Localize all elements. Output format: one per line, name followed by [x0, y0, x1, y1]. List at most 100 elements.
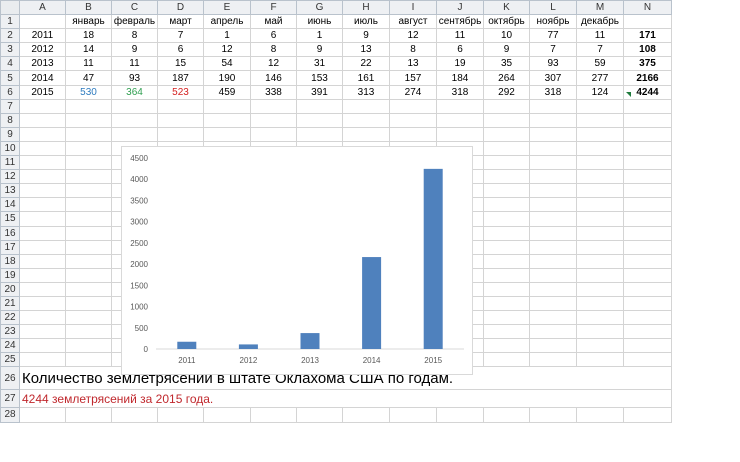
value-cell[interactable]: 7	[157, 28, 204, 44]
value-cell[interactable]: 11	[111, 56, 158, 72]
cell-k19[interactable]	[483, 267, 530, 283]
value-cell[interactable]: 8	[111, 28, 158, 44]
value-cell[interactable]: 274	[389, 84, 437, 100]
cell-a25[interactable]	[19, 352, 66, 368]
cell-k12[interactable]	[483, 169, 530, 185]
total-cell[interactable]: 108	[623, 42, 672, 58]
value-cell[interactable]: 14	[65, 42, 112, 58]
cell-m8[interactable]	[576, 112, 624, 128]
value-cell[interactable]: 10	[483, 28, 530, 44]
cell-a7[interactable]	[19, 98, 66, 114]
cell-n13[interactable]	[623, 183, 672, 199]
cell-m14[interactable]	[576, 197, 624, 213]
cell-m9[interactable]	[576, 126, 624, 142]
cell-k8[interactable]	[483, 112, 530, 128]
value-cell[interactable]: 9	[342, 28, 390, 44]
cell-m10[interactable]	[576, 140, 624, 157]
cell-e9[interactable]	[203, 126, 251, 142]
value-cell[interactable]: 31	[296, 56, 343, 72]
row-header-2[interactable]: 2	[0, 28, 20, 44]
row-header-9[interactable]: 9	[0, 126, 20, 142]
month-header-cell[interactable]: декабрь	[576, 14, 624, 30]
cell-k16[interactable]	[483, 225, 530, 241]
cell-n28[interactable]	[623, 407, 672, 423]
month-header-cell[interactable]: февраль	[111, 14, 158, 30]
value-cell[interactable]: 22	[342, 56, 390, 72]
cell-m25[interactable]	[576, 352, 624, 368]
value-cell[interactable]: 313	[342, 84, 390, 100]
year-cell[interactable]: 2015	[19, 84, 66, 100]
month-header-cell[interactable]: апрель	[203, 14, 251, 30]
value-cell[interactable]: 364	[111, 84, 158, 100]
cell-e28[interactable]	[203, 407, 251, 423]
row-header-15[interactable]: 15	[0, 211, 20, 227]
row-header-10[interactable]: 10	[0, 140, 20, 157]
month-header-cell[interactable]: март	[157, 14, 204, 30]
cell-k23[interactable]	[483, 324, 530, 340]
column-header-j[interactable]: J	[436, 0, 484, 16]
cell-l15[interactable]	[529, 211, 577, 227]
value-cell[interactable]: 1	[296, 28, 343, 44]
column-header-h[interactable]: H	[342, 0, 390, 16]
year-cell[interactable]: 2012	[19, 42, 66, 58]
value-cell[interactable]: 8	[389, 42, 437, 58]
column-header-i[interactable]: I	[389, 0, 437, 16]
value-cell[interactable]: 13	[389, 56, 437, 72]
cell-a12[interactable]	[19, 169, 66, 185]
cell-h7[interactable]	[342, 98, 390, 114]
cell-n1[interactable]	[623, 14, 672, 30]
value-cell[interactable]: 153	[296, 70, 343, 86]
cell-l10[interactable]	[529, 140, 577, 157]
cell-l20[interactable]	[529, 281, 577, 297]
month-header-cell[interactable]: июль	[342, 14, 390, 30]
value-cell[interactable]: 93	[111, 70, 158, 86]
bar-2011[interactable]	[177, 341, 197, 349]
total-cell[interactable]: 4244	[623, 84, 672, 100]
value-cell[interactable]: 35	[483, 56, 530, 72]
cell-c28[interactable]	[111, 407, 158, 423]
cell-l22[interactable]	[529, 310, 577, 326]
cell-k10[interactable]	[483, 140, 530, 157]
value-cell[interactable]: 12	[250, 56, 297, 72]
row-header-5[interactable]: 5	[0, 70, 20, 86]
value-cell[interactable]: 391	[296, 84, 343, 100]
cell-k21[interactable]	[483, 295, 530, 312]
cell-b8[interactable]	[65, 112, 112, 128]
cell-l28[interactable]	[529, 407, 577, 423]
value-cell[interactable]: 264	[483, 70, 530, 86]
cell-a22[interactable]	[19, 310, 66, 326]
cell-a24[interactable]	[19, 338, 66, 354]
cell-g28[interactable]	[296, 407, 343, 423]
cell-j9[interactable]	[436, 126, 484, 142]
cell-l16[interactable]	[529, 225, 577, 241]
cell-n23[interactable]	[623, 324, 672, 340]
cell-j7[interactable]	[436, 98, 484, 114]
value-cell[interactable]: 8	[250, 42, 297, 58]
cell-k18[interactable]	[483, 253, 530, 269]
row-header-28[interactable]: 28	[0, 407, 20, 423]
cell-k20[interactable]	[483, 281, 530, 297]
value-cell[interactable]: 19	[436, 56, 484, 72]
value-cell[interactable]: 187	[157, 70, 204, 86]
value-cell[interactable]: 277	[576, 70, 624, 86]
cell-n11[interactable]	[623, 155, 672, 171]
value-cell[interactable]: 161	[342, 70, 390, 86]
cell-k14[interactable]	[483, 197, 530, 213]
cell-d7[interactable]	[157, 98, 204, 114]
cell-i28[interactable]	[389, 407, 437, 423]
cell-n8[interactable]	[623, 112, 672, 128]
year-cell[interactable]: 2014	[19, 70, 66, 86]
cell-b17[interactable]	[65, 239, 112, 255]
column-header-g[interactable]: G	[296, 0, 343, 16]
total-cell[interactable]: 2166	[623, 70, 672, 86]
row-header-24[interactable]: 24	[0, 338, 20, 354]
bar-2014[interactable]	[362, 257, 382, 349]
cell-a9[interactable]	[19, 126, 66, 142]
value-cell[interactable]: 15	[157, 56, 204, 72]
value-cell[interactable]: 318	[436, 84, 484, 100]
cell-d8[interactable]	[157, 112, 204, 128]
cell-f28[interactable]	[250, 407, 297, 423]
row-header-1[interactable]: 1	[0, 14, 20, 30]
column-header-f[interactable]: F	[250, 0, 297, 16]
